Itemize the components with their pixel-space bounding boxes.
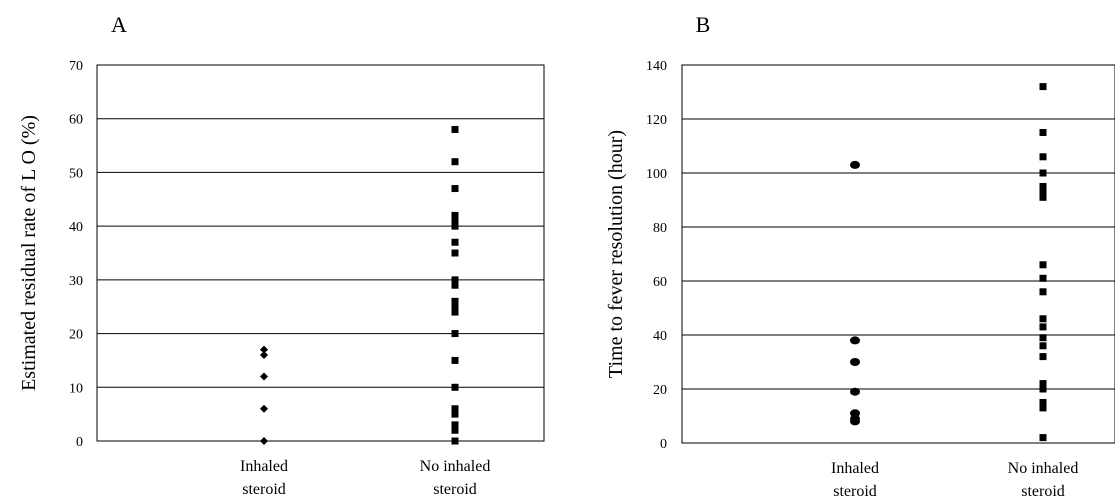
panel-b-y-tick-label: 20 [653,383,667,398]
panel-a-data-point [451,125,459,133]
panel-a-data-point [260,345,268,354]
panel-a-data-point [451,158,459,166]
panel-a-data-point [451,281,459,289]
panel-b-data-point [1039,353,1047,361]
panel-b-data-point [850,160,860,169]
panel-b-data-point [1039,342,1047,350]
panel-a-data-point [260,404,268,413]
panel-a-data-point [260,372,268,381]
panel-b-data-point [1039,323,1047,331]
panel-b-data-point [1039,129,1047,136]
panel-a-data-point [451,211,459,219]
panel-b-data-point [1039,404,1047,412]
panel-a-y-tick-label: 40 [69,220,83,235]
panel-b-label: B [696,12,711,37]
panel-b-y-axis-title: Time to fever resolution (hour) [605,130,627,378]
panel-b-y-tick-label: 60 [653,275,667,290]
panel-b-x-category-label: steroid [833,483,877,500]
panel-a-data-point [451,303,459,311]
panel-a-y-tick-label: 30 [69,274,83,289]
panel-b-x-category-label: steroid [1021,483,1065,500]
panel-a-data-point [451,238,459,246]
panel-a-data-point [451,330,459,338]
panel-a-data-point [451,249,459,257]
panel-b-data-point [1039,261,1047,269]
panel-b-data-point [850,358,860,366]
panel-b-data-point [1039,169,1047,177]
panel-a-data-point [451,217,459,225]
panel-a-y-tick-label: 50 [69,166,83,181]
panel-b-data-point [850,336,860,345]
panel-b-data-point [1039,274,1047,282]
panel-a-x-category-label: steroid [242,481,286,498]
panel-b-y-tick-label: 0 [660,437,667,452]
panel-a-data-point [451,276,459,284]
panel-b-y-tick-label: 100 [646,167,667,182]
panel-b-data-point [850,387,860,396]
panel-a-data-point [260,351,268,360]
panel-a-y-axis-title: Estimated residual rate of L O (%) [18,115,40,391]
panel-a-y-tick-label: 60 [69,113,83,128]
panel-b-data-point [1039,83,1047,91]
panel-b-data-point [1039,193,1047,201]
panel-b-data-point [1039,399,1047,406]
panel-b-chart: B 0 20 40 60 80 100 120 140 Time to fever resolut… [605,12,1115,500]
panel-a-chart: A 0 10 20 30 40 50 60 70 Estimated residual rate … [18,12,545,498]
panel-b-y-tick-label: 120 [646,113,667,128]
panel-a-data-point [451,410,459,418]
panel-b-data-point [1039,153,1047,161]
panel-a-y-tick-label: 70 [69,59,83,74]
panel-b-data-point [1039,315,1047,323]
panel-a-data-point [451,222,459,230]
panel-b-y-tick-label: 80 [653,221,667,236]
panel-b-data-point [1039,434,1047,442]
panel-b-y-tick-label: 140 [646,59,667,74]
panel-a-data-point [451,356,459,364]
panel-a-data-point [451,383,459,391]
panel-b-data-point [1039,183,1047,190]
panel-a-data-point [451,308,459,316]
panel-b-y-tick-label: 40 [653,329,667,344]
panel-a-plot-frame [96,64,545,442]
panel-a-data-point [451,405,459,413]
panel-b-x-category-label: No inhaled [1008,460,1079,477]
panel-b-data-point [1039,188,1047,196]
panel-b-data-point [1039,380,1047,388]
panel-a-data-point [451,185,459,193]
panel-a-x-category-label: No inhaled [420,458,491,475]
panel-b-plot-frame [681,64,1115,444]
panel-a-y-tick-label: 10 [69,381,83,396]
panel-a-data-point [451,421,459,429]
panel-b-data-point [1039,288,1047,296]
panel-a-label: A [111,12,127,37]
panel-b-data-point [1039,334,1047,342]
panel-b-x-category-label: Inhaled [831,460,879,477]
panel-a-data-point [451,426,459,434]
panel-b-data-point [850,409,860,418]
panel-a-x-category-label: steroid [433,481,477,498]
panel-a-y-tick-label: 20 [69,328,83,343]
panel-a-data-point [451,297,459,305]
panel-b-data-point [1039,385,1047,393]
panel-a-x-category-label: Inhaled [240,458,288,475]
panel-a-data-point [260,437,268,445]
panel-a-y-tick-label: 0 [76,435,83,450]
panel-a-data-point [451,437,459,445]
